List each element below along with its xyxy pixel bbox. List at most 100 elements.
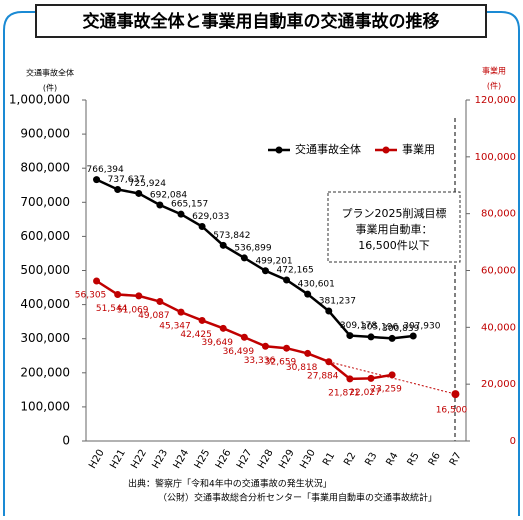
data-label: 36,499 [223, 347, 255, 357]
data-point [346, 375, 354, 383]
y-axis-label: (件) [43, 83, 57, 93]
legend-swatch [382, 146, 390, 154]
data-point [93, 176, 101, 184]
x-tick-label: H27 [235, 448, 255, 471]
data-point [219, 241, 227, 249]
data-point [177, 308, 185, 316]
chart-title: 交通事故全体と事業用自動車の交通事故の推移 [83, 11, 440, 32]
data-label: 21,871 [328, 388, 360, 398]
y-tick-label: 600,000 [20, 229, 70, 243]
title-box [35, 4, 487, 38]
data-label: 737,637 [108, 175, 145, 185]
data-label: 23,259 [370, 384, 402, 394]
data-label: 51,069 [117, 305, 149, 315]
data-label: 307,930 [403, 321, 440, 331]
data-point [409, 332, 417, 340]
y-tick-label: 500,000 [20, 263, 70, 277]
y-tick-label: 700,000 [20, 195, 70, 209]
target-point [451, 390, 460, 399]
data-point [156, 298, 164, 306]
source: 出典：警察庁「令和4年中の交通事故の発生状況」 [128, 478, 332, 490]
data-point [304, 290, 312, 298]
x-tick-label: H30 [298, 448, 318, 471]
data-point [388, 334, 396, 342]
data-point [93, 277, 101, 285]
legend-swatch [275, 146, 283, 154]
annotation: プラン2025削減目標 [342, 206, 447, 220]
data-point [261, 267, 269, 275]
data-point [283, 276, 291, 284]
data-label: 573,842 [213, 231, 250, 241]
data-point [198, 222, 206, 230]
data-label: 33,336 [244, 356, 276, 366]
data-label: 692,084 [150, 190, 187, 200]
y2-tick-label: 40,000 [481, 322, 516, 333]
target-label: 16,500 [436, 406, 468, 416]
data-label: 381,237 [319, 296, 356, 306]
y2-tick-label: 80,000 [481, 209, 516, 220]
data-label: 499,201 [255, 256, 292, 266]
data-point [325, 307, 333, 315]
data-label: 32,659 [265, 358, 297, 368]
data-point [135, 292, 143, 300]
y-axis-label: 交通事故全体 [26, 68, 74, 78]
y-tick-label: 400,000 [20, 297, 70, 311]
data-point [261, 342, 269, 350]
y2-tick-label: 100,000 [475, 152, 516, 163]
data-point [388, 371, 396, 379]
data-point [198, 316, 206, 324]
x-tick-label: H29 [277, 448, 297, 471]
y-tick-label: 300,000 [20, 331, 70, 345]
data-point [219, 324, 227, 332]
data-label: 22,027 [349, 388, 381, 398]
data-label: 305,196 [361, 322, 398, 332]
x-tick-label: H26 [214, 448, 234, 471]
legend-label: 交通事故全体 [295, 142, 361, 156]
y-tick-label: 100,000 [20, 399, 70, 413]
data-point [283, 344, 291, 352]
data-point [346, 332, 354, 340]
data-point [177, 210, 185, 218]
legend-label: 事業用 [402, 143, 435, 156]
y-tick-label: 1,000,000 [9, 93, 70, 107]
y-tick-label: 800,000 [20, 161, 70, 175]
data-label: 49,087 [138, 311, 170, 321]
data-label: 27,884 [307, 371, 339, 381]
y-tick-label: 900,000 [20, 127, 70, 141]
data-label: 39,649 [201, 338, 233, 348]
data-label: 56,305 [75, 290, 107, 300]
data-label: 472,165 [277, 265, 314, 275]
x-tick-label: R3 [363, 451, 379, 468]
data-point [367, 374, 375, 382]
y2-tick-label: 20,000 [481, 379, 516, 390]
data-label: 51,544 [96, 304, 128, 314]
data-point [156, 201, 164, 209]
x-tick-label: H28 [256, 448, 276, 471]
data-label: 45,347 [159, 322, 191, 332]
data-label: 536,899 [234, 243, 271, 253]
y2-tick-label: 120,000 [475, 95, 516, 106]
data-label: 766,394 [87, 165, 124, 175]
source: （公財）交通事故総合分析センター「事業用自動車の交通事故統計」 [158, 492, 437, 504]
data-label: 30,818 [286, 363, 318, 373]
data-point [304, 349, 312, 357]
y2-axis-label: (件) [487, 81, 501, 91]
y-tick-label: 200,000 [20, 365, 70, 379]
data-label: 430,601 [298, 280, 335, 290]
x-tick-label: H25 [193, 448, 213, 471]
data-point [240, 254, 248, 262]
data-label: 300,839 [382, 324, 419, 334]
x-tick-label: R1 [321, 451, 337, 468]
x-tick-label: R7 [448, 451, 464, 468]
data-point [240, 333, 248, 341]
data-point [367, 333, 375, 341]
data-label: 629,033 [192, 212, 229, 222]
data-point [135, 189, 143, 197]
x-tick-label: H22 [129, 448, 149, 471]
data-point [114, 291, 122, 299]
data-label: 309,178 [340, 321, 377, 331]
x-tick-label: R6 [427, 451, 443, 468]
series-line [96, 178, 414, 340]
data-label: 665,157 [171, 200, 208, 210]
